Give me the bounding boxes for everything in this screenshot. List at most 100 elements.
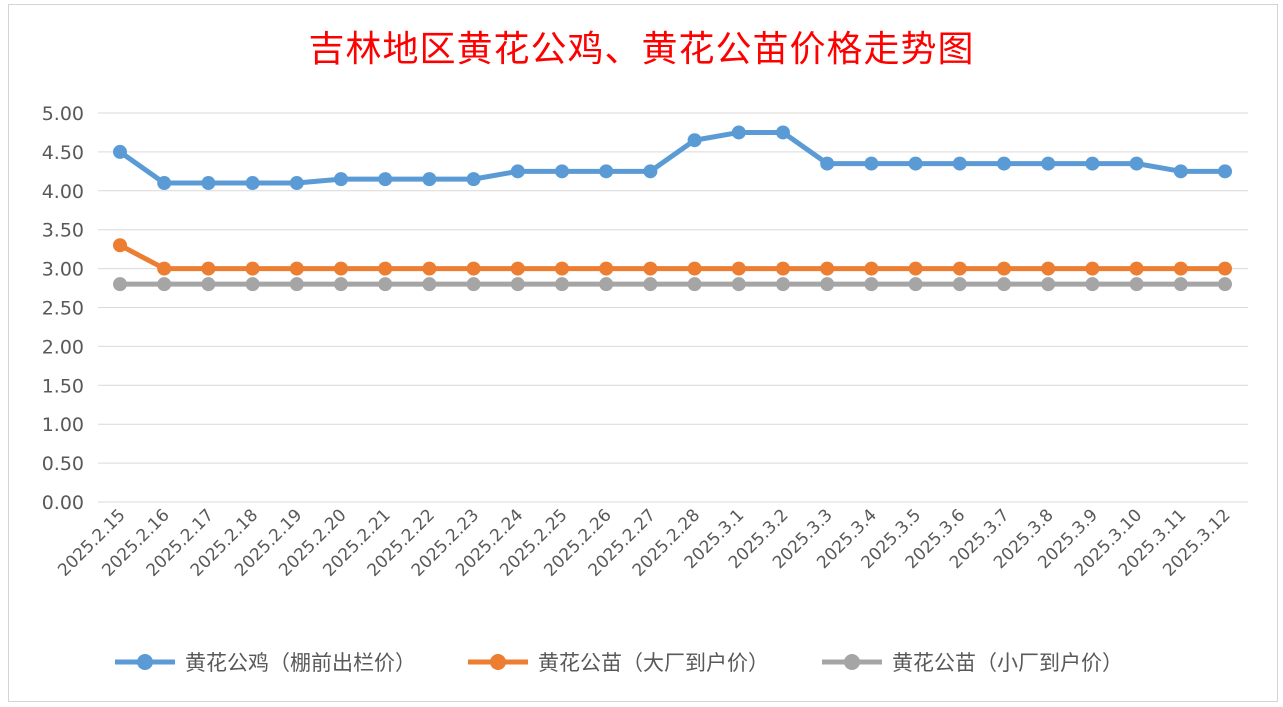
data-point [599,164,614,179]
data-point [1218,261,1232,276]
y-tick-label: 2.50 [42,298,84,320]
data-point [245,277,260,292]
data-point [1041,261,1056,276]
data-point [422,261,437,276]
data-point [687,261,702,276]
y-axis-ticks: 0.00 0.50 1.00 1.50 2.00 2.50 3.00 3.50 4.00 4.50… [42,103,84,514]
data-point [1085,277,1100,292]
data-point [908,156,923,171]
data-point [952,277,967,292]
data-point [1085,261,1100,276]
legend: 黄花公鸡（棚前出栏价） 黄花公苗（大厂到户价） 黄花公苗（小厂到户价） [115,651,1123,675]
data-point [510,261,525,276]
data-point [643,164,658,179]
series-group [113,125,1232,292]
legend-item: 黄花公苗（小厂到户价） [822,651,1123,675]
data-point [643,277,658,292]
data-point [864,261,879,276]
gridlines [98,112,1248,503]
series-3 [113,277,1232,292]
data-point [289,261,304,276]
chart-title: 吉林地区黄花公鸡、黄花公苗价格走势图 [308,29,975,70]
legend-swatch-marker [844,654,860,670]
legend-label: 黄花公苗（大厂到户价） [538,651,769,675]
data-point [599,261,614,276]
y-tick-label: 1.50 [42,375,84,397]
data-point [1129,156,1144,171]
data-point [245,261,260,276]
data-point [113,277,127,292]
data-point [1041,156,1056,171]
data-point [731,277,746,292]
data-point [864,156,879,171]
data-point [687,133,702,148]
y-tick-label: 3.00 [42,259,84,281]
data-point [201,176,216,191]
data-point [908,277,923,292]
data-point [510,164,525,179]
data-point [1085,156,1100,171]
data-point [466,172,481,187]
legend-label: 黄花公苗（小厂到户价） [892,651,1123,675]
data-point [113,238,127,253]
data-point [378,172,393,187]
data-point [378,261,393,276]
data-point [687,277,702,292]
x-axis-ticks: 2025.2.152025.2.162025.2.172025.2.182025… [54,505,1234,580]
data-point [820,261,835,276]
data-point [334,277,348,292]
data-point [466,261,481,276]
y-tick-label: 2.00 [42,336,84,358]
data-point [334,261,348,276]
series-2 [113,238,1232,276]
y-tick-label: 4.00 [42,181,84,203]
series-line [118,243,1225,272]
data-point [776,125,790,140]
data-point [908,261,923,276]
data-point [289,176,304,191]
data-point [952,261,967,276]
data-point [1218,277,1232,292]
data-point [245,176,260,191]
data-point [422,172,437,187]
data-point [157,261,172,276]
data-point [1173,277,1188,292]
data-point [201,261,216,276]
data-point [378,277,393,292]
y-tick-label: 4.50 [42,142,84,164]
data-point [997,277,1011,292]
legend-label: 黄花公鸡（棚前出栏价） [185,651,416,675]
legend-item: 黄花公鸡（棚前出栏价） [115,651,416,675]
data-point [555,164,569,179]
chart-frame [8,4,1278,702]
data-point [157,277,172,292]
data-point [1218,164,1232,179]
data-point [731,261,746,276]
data-point [864,277,879,292]
data-point [1129,261,1144,276]
series-line [118,129,1225,186]
data-point [466,277,481,292]
data-point [820,277,835,292]
data-point [1129,277,1144,292]
data-point [776,277,790,292]
data-point [731,125,746,140]
data-point [1173,261,1188,276]
data-point [334,172,348,187]
legend-swatch-marker [137,654,153,670]
data-point [113,144,127,159]
legend-item: 黄花公苗（大厂到户价） [468,651,769,675]
data-point [510,277,525,292]
data-point [997,261,1011,276]
data-point [952,156,967,171]
data-point [1041,277,1056,292]
data-point [555,261,569,276]
series-1 [113,125,1232,191]
data-point [157,176,172,191]
data-point [289,277,304,292]
data-point [422,277,437,292]
y-tick-label: 5.00 [42,103,84,125]
data-point [1173,164,1188,179]
data-point [201,277,216,292]
y-tick-label: 3.50 [42,220,84,242]
